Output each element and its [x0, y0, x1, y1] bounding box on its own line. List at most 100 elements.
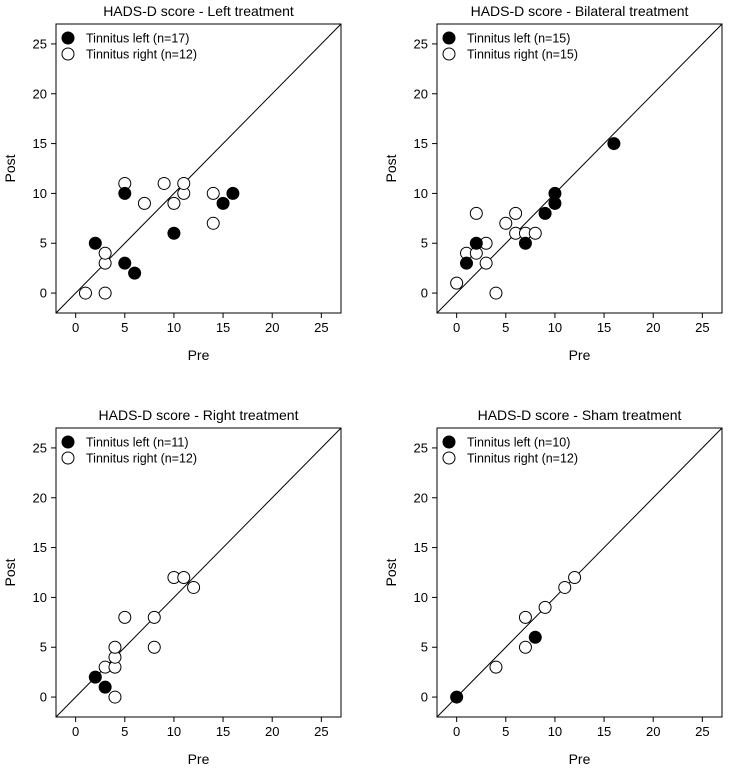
x-tick-label: 5: [121, 320, 128, 335]
x-tick-label: 5: [121, 724, 128, 739]
y-tick-label: 10: [33, 590, 47, 605]
chart-panel-2: HADS-D score - Bilateral treatment 0 5 10 15…: [383, 3, 723, 363]
x-tick-label: 10: [548, 724, 562, 739]
legend-marker: [442, 31, 456, 45]
point-tinnitus-right: [187, 580, 201, 594]
y-tick-label: 20: [33, 490, 47, 505]
point-tinnitus-left: [607, 137, 621, 151]
y-tick-label: 10: [33, 186, 47, 201]
y-tick-label: 20: [414, 86, 428, 101]
x-tick-label: 25: [314, 320, 328, 335]
y-tick-label: 25: [33, 36, 47, 51]
point-tinnitus-right: [568, 570, 582, 584]
y-axis-label: Post: [2, 154, 18, 182]
point-tinnitus-right: [479, 256, 493, 270]
x-tick-label: 20: [265, 320, 279, 335]
y-tick-label: 15: [414, 540, 428, 555]
point-tinnitus-right: [518, 610, 532, 624]
x-tick-label: 10: [167, 724, 181, 739]
point-tinnitus-right: [108, 640, 122, 654]
x-axis-label: Pre: [569, 751, 591, 767]
legend-label: Tinnitus left (n=15): [467, 32, 570, 46]
x-tick-label: 0: [72, 724, 79, 739]
point-tinnitus-left: [548, 186, 562, 200]
point-tinnitus-left: [528, 630, 542, 644]
chart-title: HADS-D score - Sham treatment: [478, 407, 682, 423]
x-axis-label: Pre: [188, 347, 210, 363]
y-tick-label: 5: [421, 236, 428, 251]
point-tinnitus-right: [509, 206, 523, 220]
x-tick-label: 15: [216, 320, 230, 335]
x-tick-label: 20: [646, 320, 660, 335]
point-tinnitus-right: [98, 286, 112, 300]
legend-marker: [442, 435, 456, 449]
point-tinnitus-left: [128, 266, 142, 280]
chart-title: HADS-D score - Bilateral treatment: [471, 3, 689, 19]
y-tick-label: 15: [33, 540, 47, 555]
y-tick-label: 0: [40, 690, 47, 705]
point-tinnitus-right: [177, 176, 191, 190]
y-tick-label: 15: [33, 136, 47, 151]
plot-frame: [55, 427, 342, 718]
y-tick-label: 5: [40, 640, 47, 655]
point-tinnitus-right: [538, 600, 552, 614]
point-tinnitus-right: [137, 196, 151, 210]
chart-panel-1: HADS-D score - Left treatment 0 5 10 15 20 25 0…: [2, 3, 342, 363]
legend-marker: [442, 47, 456, 61]
point-tinnitus-right: [118, 610, 132, 624]
point-tinnitus-left: [469, 236, 483, 250]
point-tinnitus-right: [558, 580, 572, 594]
legend-label: Tinnitus right (n=12): [86, 452, 197, 466]
point-tinnitus-left: [226, 186, 240, 200]
chart-panel-4: HADS-D score - Sham treatment 0 5 10 15 20 25 0…: [383, 407, 723, 767]
point-tinnitus-right: [177, 570, 191, 584]
y-tick-label: 20: [414, 490, 428, 505]
chart-title: HADS-D score - Left treatment: [103, 3, 294, 19]
x-tick-label: 25: [695, 724, 709, 739]
plot-frame: [436, 23, 723, 314]
x-tick-label: 20: [265, 724, 279, 739]
y-tick-label: 25: [414, 36, 428, 51]
legend-marker: [61, 31, 75, 45]
point-tinnitus-right: [489, 660, 503, 674]
plot-frame: [436, 427, 723, 718]
y-tick-label: 5: [40, 236, 47, 251]
x-tick-label: 10: [167, 320, 181, 335]
point-tinnitus-right: [469, 206, 483, 220]
identity-line: [437, 24, 722, 313]
point-tinnitus-right: [528, 226, 542, 240]
point-tinnitus-left: [450, 690, 464, 704]
point-tinnitus-left: [459, 256, 473, 270]
legend-label: Tinnitus right (n=12): [467, 452, 578, 466]
plot-frame: [55, 23, 342, 314]
x-tick-label: 15: [597, 320, 611, 335]
point-tinnitus-right: [206, 186, 220, 200]
identity-line: [437, 428, 722, 717]
x-tick-label: 10: [548, 320, 562, 335]
y-tick-label: 15: [414, 136, 428, 151]
point-tinnitus-left: [88, 670, 102, 684]
x-axis-label: Pre: [188, 751, 210, 767]
point-tinnitus-left: [118, 256, 132, 270]
legend-label: Tinnitus left (n=11): [86, 436, 188, 450]
point-tinnitus-left: [538, 206, 552, 220]
x-tick-label: 25: [695, 320, 709, 335]
x-tick-label: 5: [502, 320, 509, 335]
y-tick-label: 10: [414, 590, 428, 605]
legend-label: Tinnitus right (n=15): [467, 48, 578, 62]
point-tinnitus-left: [518, 236, 532, 250]
x-tick-label: 0: [72, 320, 79, 335]
chart-title: HADS-D score - Right treatment: [99, 407, 299, 423]
point-tinnitus-right: [206, 216, 220, 230]
legend-marker: [61, 47, 75, 61]
x-axis-label: Pre: [569, 347, 591, 363]
point-tinnitus-right: [108, 690, 122, 704]
y-tick-label: 20: [33, 86, 47, 101]
legend-label: Tinnitus left (n=17): [86, 32, 189, 46]
identity-line: [56, 24, 341, 313]
legend-label: Tinnitus left (n=10): [467, 436, 570, 450]
legend-label: Tinnitus right (n=12): [86, 48, 197, 62]
x-tick-label: 0: [453, 320, 460, 335]
point-tinnitus-left: [88, 236, 102, 250]
point-tinnitus-left: [216, 196, 230, 210]
